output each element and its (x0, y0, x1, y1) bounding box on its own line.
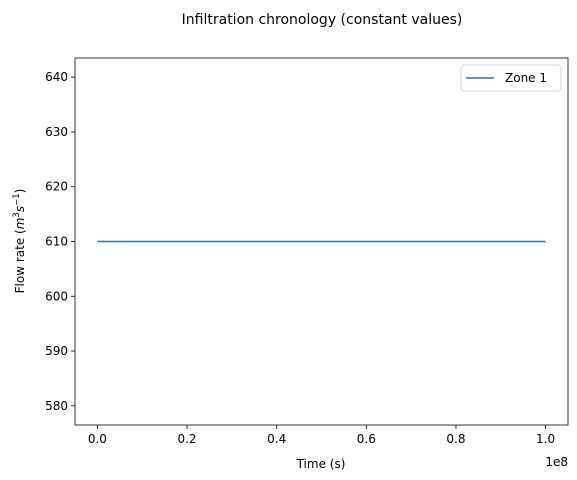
y-tick-label: 580 (45, 399, 68, 413)
y-axis-label-s-exp: −1 (12, 193, 22, 206)
y-axis-label: Flow rate (m3s−1) (12, 189, 27, 294)
y-tick-label: 590 (45, 344, 68, 358)
y-tick-label: 610 (45, 235, 68, 249)
y-axis-label-m-exp: 3 (12, 212, 22, 217)
y-axis-label-prefix: Flow rate ( (13, 229, 27, 293)
x-tick-label: 0.2 (177, 432, 196, 446)
legend-box (460, 64, 562, 92)
x-offset-label: 1e8 (545, 455, 568, 469)
legend: Zone 1 (460, 64, 562, 92)
x-tick-label: 0.6 (357, 432, 376, 446)
x-tick-label: 1.0 (536, 432, 555, 446)
y-axis-label-suffix: ) (13, 189, 27, 194)
y-tick-label: 630 (45, 125, 68, 139)
x-tick-label: 0.4 (267, 432, 286, 446)
y-tick-label: 640 (45, 70, 68, 84)
y-tick-label: 620 (45, 180, 68, 194)
chart-title: Infiltration chronology (constant values… (182, 12, 463, 28)
y-axis: 580 590 600 610 620 630 640 (45, 70, 75, 413)
x-axis-label: Time (s) (296, 457, 346, 471)
x-tick-label: 0.0 (88, 432, 107, 446)
y-tick-label: 600 (45, 289, 68, 303)
x-axis: 0.0 0.2 0.4 0.6 0.8 1.0 (88, 425, 555, 446)
legend-label: Zone 1 (505, 71, 547, 85)
y-axis-label-s: s (13, 206, 27, 212)
y-axis-label-m: m (13, 218, 27, 230)
x-tick-label: 0.8 (446, 432, 465, 446)
